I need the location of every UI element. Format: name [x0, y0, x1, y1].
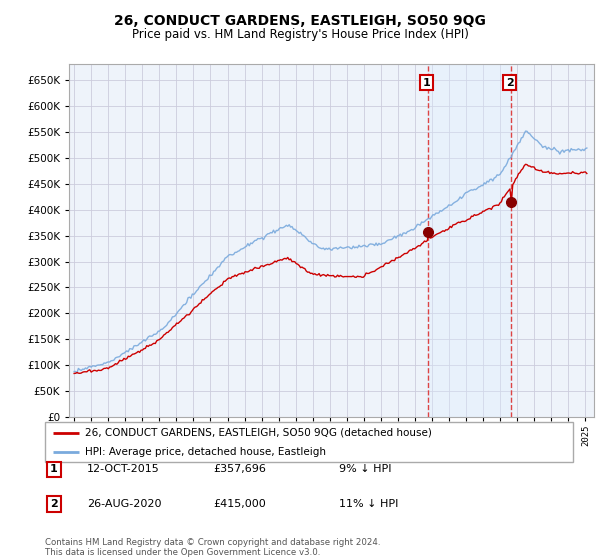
Text: 2: 2	[506, 77, 514, 87]
Text: 12-OCT-2015: 12-OCT-2015	[87, 464, 160, 474]
Text: 1: 1	[423, 77, 431, 87]
Text: Contains HM Land Registry data © Crown copyright and database right 2024.
This d: Contains HM Land Registry data © Crown c…	[45, 538, 380, 557]
Text: 11% ↓ HPI: 11% ↓ HPI	[339, 499, 398, 509]
Text: HPI: Average price, detached house, Eastleigh: HPI: Average price, detached house, East…	[85, 447, 326, 457]
Text: Price paid vs. HM Land Registry's House Price Index (HPI): Price paid vs. HM Land Registry's House …	[131, 28, 469, 41]
Bar	[428, 64, 511, 417]
Text: 26, CONDUCT GARDENS, EASTLEIGH, SO50 9QG: 26, CONDUCT GARDENS, EASTLEIGH, SO50 9QG	[114, 14, 486, 28]
Text: 26, CONDUCT GARDENS, EASTLEIGH, SO50 9QG (detached house): 26, CONDUCT GARDENS, EASTLEIGH, SO50 9QG…	[85, 428, 431, 438]
Text: 9% ↓ HPI: 9% ↓ HPI	[339, 464, 391, 474]
Text: 1: 1	[50, 464, 58, 474]
Text: 2: 2	[50, 499, 58, 509]
Text: 26-AUG-2020: 26-AUG-2020	[87, 499, 161, 509]
Text: £415,000: £415,000	[213, 499, 266, 509]
Text: £357,696: £357,696	[213, 464, 266, 474]
FancyBboxPatch shape	[45, 422, 573, 462]
